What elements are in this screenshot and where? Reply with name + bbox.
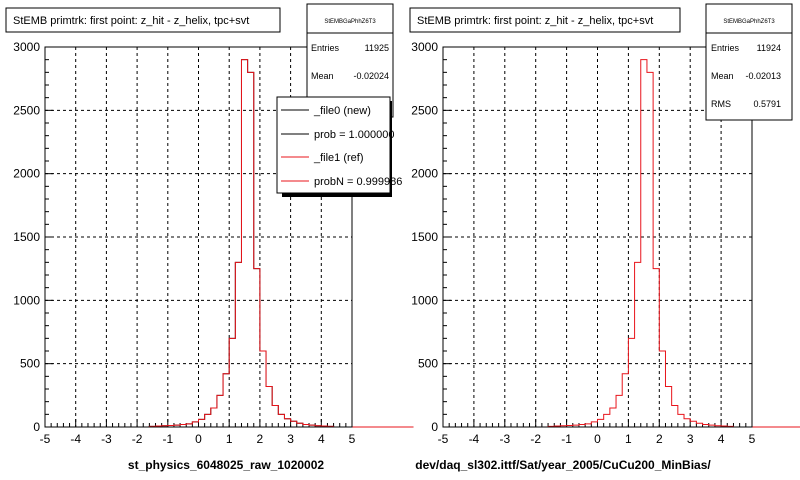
x-tick-label: 0 xyxy=(594,432,601,446)
stats-mean-label: Mean xyxy=(711,71,734,81)
y-tick-label: 1000 xyxy=(13,293,40,307)
y-tick-label: 3000 xyxy=(13,40,40,54)
y-tick-label: 2000 xyxy=(411,167,438,181)
stats-box xyxy=(705,3,793,121)
y-tick-label: 2000 xyxy=(13,167,40,181)
x-tick-label: -1 xyxy=(561,432,572,446)
legend-box xyxy=(276,96,391,194)
y-tick-label: 500 xyxy=(20,357,40,371)
stats-mean-value: -0.02013 xyxy=(745,71,781,81)
x-tick-label: -4 xyxy=(469,432,480,446)
x-tick-label: 2 xyxy=(656,432,663,446)
x-tick-label: 1 xyxy=(226,432,233,446)
stats-rms-label: RMS xyxy=(711,99,731,109)
y-tick-label: 500 xyxy=(418,357,438,371)
stats-entries-label: Entries xyxy=(711,43,740,53)
legend-label-prob: prob = 1.000000 xyxy=(314,129,394,141)
y-tick-label: 1000 xyxy=(411,293,438,307)
x-tick-label: 1 xyxy=(625,432,632,446)
stats-mean-value: -0.02024 xyxy=(353,71,389,81)
x-tick-label: 3 xyxy=(687,432,694,446)
title-box xyxy=(5,7,281,33)
x-tick-label: 0 xyxy=(195,432,202,446)
y-tick-label: 2500 xyxy=(411,103,438,117)
stats-mean-label: Mean xyxy=(311,71,334,81)
stats-rms-value: 0.5791 xyxy=(753,99,781,109)
title-text: StEMB primtrk: first point: z_hit - z_he… xyxy=(13,15,249,27)
x-tick-label: -5 xyxy=(40,432,51,446)
y-tick-label: 0 xyxy=(33,420,40,434)
plot-frame xyxy=(44,46,353,428)
x-tick-label: -3 xyxy=(499,432,510,446)
title-text: StEMB primtrk: first point: z_hit - z_he… xyxy=(417,15,653,27)
x-tick-label: -5 xyxy=(438,432,449,446)
y-tick-label: 3000 xyxy=(411,40,438,54)
x-tick-label: 3 xyxy=(287,432,294,446)
legend-label-ref: _file1 (ref) xyxy=(313,152,364,164)
y-tick-label: 0 xyxy=(431,420,438,434)
stats-name: StEMBGaPhhZ6T3 xyxy=(324,19,376,25)
legend-label-probn: probN = 0.999986 xyxy=(314,176,402,188)
plot-area: -5 -4 -3 -2 -1 0 1 2 3 4 5 0 500 1000 1500 2000 2500 3000 xyxy=(411,40,800,446)
x-axis-title: st_physics_6048025_raw_1020002 xyxy=(128,458,324,472)
legend-label-new: _file0 (new) xyxy=(313,105,371,117)
x-tick-label: -2 xyxy=(132,432,143,446)
y-tick-label: 1500 xyxy=(13,230,40,244)
x-tick-label: 5 xyxy=(749,432,756,446)
stats-entries-value: 11925 xyxy=(365,43,389,53)
x-tick-label: -2 xyxy=(530,432,541,446)
x-tick-label: 5 xyxy=(349,432,356,446)
x-tick-label: 4 xyxy=(718,432,725,446)
plot-frame xyxy=(442,46,753,428)
stats-name: StEMBGaPhhZ6T3 xyxy=(723,19,775,25)
x-tick-label: -4 xyxy=(70,432,81,446)
panel-right: StEMB primtrk: first point: z_hit - z_he… xyxy=(409,3,800,472)
x-tick-label: -1 xyxy=(162,432,173,446)
x-tick-label: 4 xyxy=(318,432,325,446)
y-tick-label: 2500 xyxy=(13,103,40,117)
stats-entries-label: Entries xyxy=(311,43,340,53)
y-tick-label: 1500 xyxy=(411,230,438,244)
panel-left: StEMB primtrk: first point: z_hit - z_he… xyxy=(5,3,414,472)
plot-area: -5 -4 -3 -2 -1 0 1 2 3 4 5 0 500 1000 1500 2000 2500 3000 xyxy=(13,40,414,446)
x-tick-label: 2 xyxy=(257,432,264,446)
x-axis-title: dev/daq_sl302.ittf/Sat/year_2005/CuCu200… xyxy=(415,458,711,472)
title-box xyxy=(409,7,681,33)
stats-entries-value: 11924 xyxy=(757,43,781,53)
x-tick-label: -3 xyxy=(101,432,112,446)
